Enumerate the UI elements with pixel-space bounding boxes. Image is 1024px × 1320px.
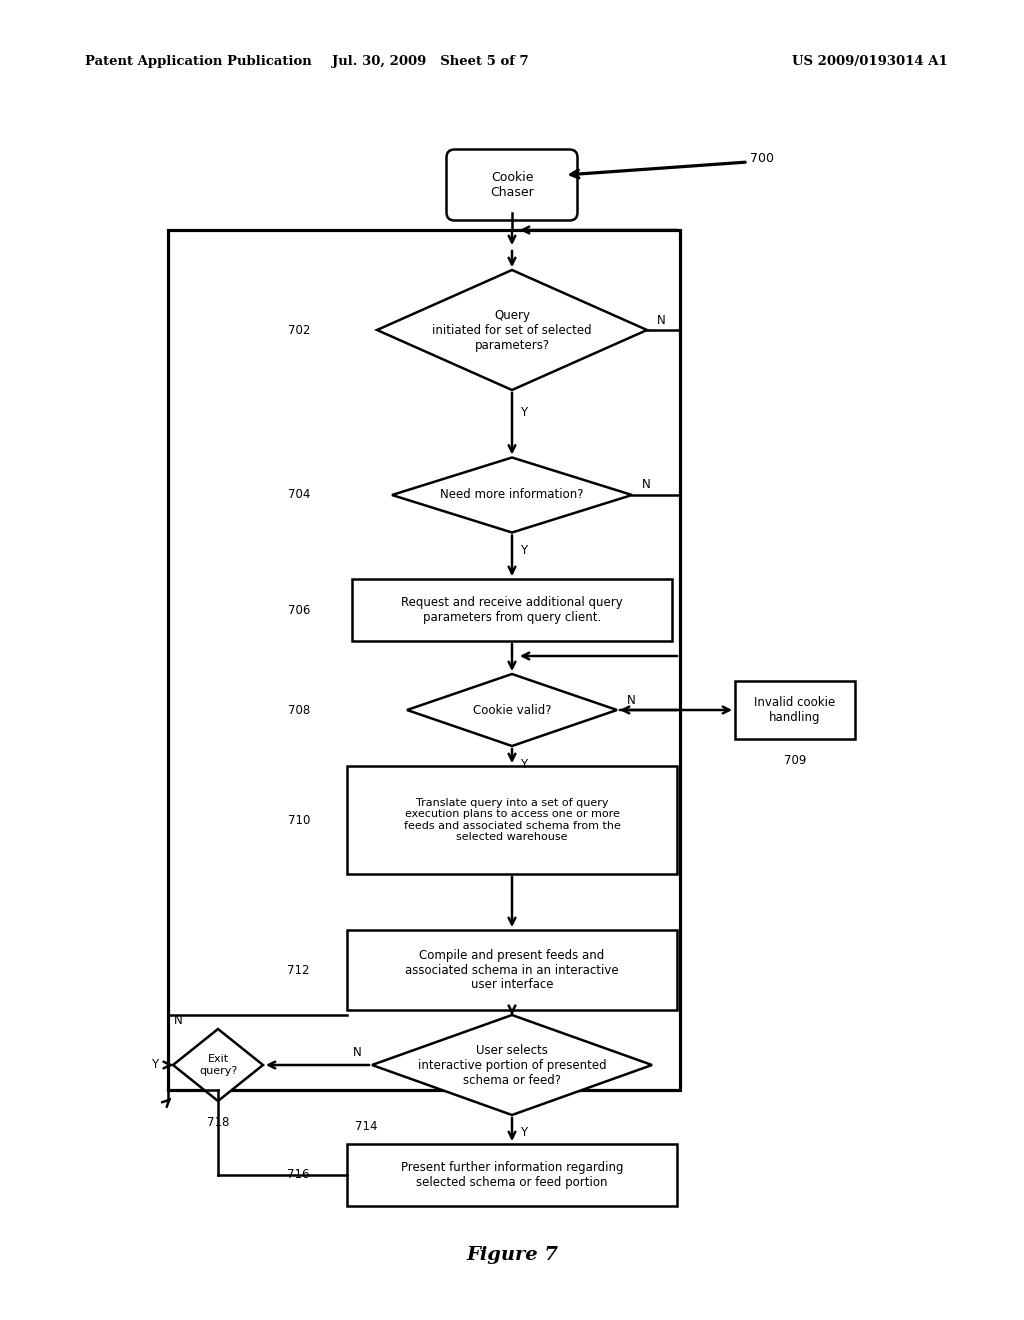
Text: Invalid cookie
handling: Invalid cookie handling [755, 696, 836, 723]
Text: Y: Y [520, 758, 527, 771]
Text: 704: 704 [288, 488, 310, 502]
Text: 712: 712 [288, 964, 310, 977]
Bar [347, 766, 677, 874]
Text: Figure 7: Figure 7 [466, 1246, 558, 1265]
Polygon shape [173, 1030, 263, 1101]
Text: Y: Y [520, 1126, 527, 1139]
Polygon shape [407, 675, 617, 746]
Text: N: N [642, 479, 650, 491]
Polygon shape [377, 271, 647, 389]
Polygon shape [372, 1015, 652, 1115]
Text: US 2009/0193014 A1: US 2009/0193014 A1 [793, 55, 948, 69]
Bar [347, 1144, 677, 1206]
Text: 710: 710 [288, 813, 310, 826]
Text: 706: 706 [288, 603, 310, 616]
Text: Compile and present feeds and
associated schema in an interactive
user interface: Compile and present feeds and associated… [406, 949, 618, 991]
Text: Cookie valid?: Cookie valid? [473, 704, 551, 717]
Text: N: N [353, 1047, 362, 1060]
Text: User selects
interactive portion of presented
schema or feed?: User selects interactive portion of pres… [418, 1044, 606, 1086]
Text: Request and receive additional query
parameters from query client.: Request and receive additional query par… [401, 597, 623, 624]
Text: Jul. 30, 2009   Sheet 5 of 7: Jul. 30, 2009 Sheet 5 of 7 [332, 55, 528, 69]
Text: 714: 714 [355, 1121, 378, 1134]
Text: N: N [627, 693, 636, 706]
Bar [168, 230, 680, 1090]
Text: 700: 700 [750, 152, 774, 165]
Text: Exit
query?: Exit query? [199, 1055, 238, 1076]
Text: 718: 718 [207, 1117, 229, 1130]
Text: Y: Y [151, 1059, 158, 1072]
Text: Translate query into a set of query
execution plans to access one or more
feeds : Translate query into a set of query exec… [403, 797, 621, 842]
Text: 716: 716 [288, 1168, 310, 1181]
Polygon shape [392, 458, 632, 532]
Text: 708: 708 [288, 704, 310, 717]
Text: Need more information?: Need more information? [440, 488, 584, 502]
Bar [735, 681, 855, 739]
Text: Query
initiated for set of selected
parameters?: Query initiated for set of selected para… [432, 309, 592, 351]
Text: Y: Y [520, 405, 527, 418]
Text: Patent Application Publication: Patent Application Publication [85, 55, 311, 69]
Text: N: N [657, 314, 666, 326]
Bar [352, 579, 672, 642]
Text: Cookie
Chaser: Cookie Chaser [490, 172, 534, 199]
Text: N: N [174, 1015, 182, 1027]
Text: Present further information regarding
selected schema or feed portion: Present further information regarding se… [400, 1162, 624, 1189]
FancyBboxPatch shape [446, 149, 578, 220]
Bar [347, 931, 677, 1010]
Text: 709: 709 [783, 755, 806, 767]
Text: Y: Y [520, 544, 527, 557]
Text: 702: 702 [288, 323, 310, 337]
